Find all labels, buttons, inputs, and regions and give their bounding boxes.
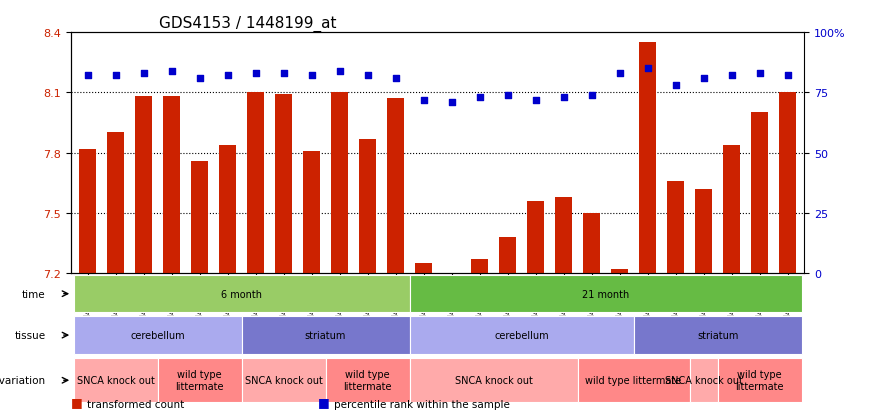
Text: time: time xyxy=(22,289,45,299)
Bar xyxy=(415,263,432,273)
Text: GDS4153 / 1448199_at: GDS4153 / 1448199_at xyxy=(159,16,336,32)
Text: SNCA knock out: SNCA knock out xyxy=(77,375,155,385)
Point xyxy=(80,73,95,80)
Text: genotype/variation: genotype/variation xyxy=(0,375,45,385)
FancyBboxPatch shape xyxy=(577,358,690,402)
FancyBboxPatch shape xyxy=(718,358,802,402)
Text: 6 month: 6 month xyxy=(221,289,262,299)
Text: wild type littermate: wild type littermate xyxy=(585,375,682,385)
Bar xyxy=(387,99,404,273)
Point xyxy=(332,68,347,75)
Bar xyxy=(583,213,600,273)
Point xyxy=(641,66,655,72)
FancyBboxPatch shape xyxy=(409,358,577,402)
FancyBboxPatch shape xyxy=(73,275,409,313)
Point xyxy=(164,68,179,75)
Bar xyxy=(359,139,376,273)
Point xyxy=(557,95,571,101)
Bar xyxy=(779,93,796,273)
Point xyxy=(613,71,627,77)
Point xyxy=(697,76,711,82)
Point xyxy=(109,73,123,80)
Point xyxy=(584,92,598,99)
Bar xyxy=(639,43,656,273)
Bar xyxy=(751,113,768,273)
Bar xyxy=(667,181,684,273)
Bar xyxy=(80,149,96,273)
FancyBboxPatch shape xyxy=(634,317,802,354)
Text: SNCA knock out: SNCA knock out xyxy=(245,375,323,385)
Point xyxy=(361,73,375,80)
Text: ■: ■ xyxy=(318,395,330,408)
Text: ■: ■ xyxy=(71,395,82,408)
Point xyxy=(781,73,795,80)
Bar xyxy=(164,97,180,273)
Point xyxy=(416,97,431,104)
FancyBboxPatch shape xyxy=(73,358,157,402)
Bar xyxy=(135,97,152,273)
Text: tissue: tissue xyxy=(14,330,45,340)
Text: SNCA knock out: SNCA knock out xyxy=(665,375,743,385)
FancyBboxPatch shape xyxy=(73,317,241,354)
Text: cerebellum: cerebellum xyxy=(494,330,549,340)
Text: wild type
littermate: wild type littermate xyxy=(175,370,224,391)
Bar xyxy=(303,151,320,273)
Point xyxy=(277,71,291,77)
Point xyxy=(248,71,263,77)
Point xyxy=(752,71,766,77)
FancyBboxPatch shape xyxy=(241,358,325,402)
FancyBboxPatch shape xyxy=(325,358,409,402)
Bar xyxy=(332,93,348,273)
FancyBboxPatch shape xyxy=(157,358,241,402)
FancyBboxPatch shape xyxy=(241,317,409,354)
Point xyxy=(445,100,459,106)
Bar xyxy=(723,145,740,273)
Point xyxy=(220,73,234,80)
Bar xyxy=(611,269,628,273)
Bar xyxy=(471,259,488,273)
Point xyxy=(529,97,543,104)
Text: wild type
littermate: wild type littermate xyxy=(343,370,392,391)
Text: percentile rank within the sample: percentile rank within the sample xyxy=(334,399,510,409)
FancyBboxPatch shape xyxy=(409,275,802,313)
Text: striatum: striatum xyxy=(697,330,738,340)
Point xyxy=(136,71,150,77)
Text: 21 month: 21 month xyxy=(582,289,629,299)
Bar xyxy=(191,161,208,273)
Point xyxy=(304,73,318,80)
Bar xyxy=(219,145,236,273)
FancyBboxPatch shape xyxy=(409,317,634,354)
Text: striatum: striatum xyxy=(305,330,347,340)
Bar xyxy=(499,237,516,273)
Bar xyxy=(275,95,292,273)
Point xyxy=(500,92,514,99)
Text: SNCA knock out: SNCA knock out xyxy=(454,375,532,385)
Text: wild type
littermate: wild type littermate xyxy=(735,370,784,391)
Point xyxy=(725,73,739,80)
Point xyxy=(388,76,402,82)
Bar xyxy=(248,93,264,273)
Bar xyxy=(527,201,544,273)
Text: cerebellum: cerebellum xyxy=(130,330,185,340)
Point xyxy=(473,95,487,101)
FancyBboxPatch shape xyxy=(690,358,718,402)
Point xyxy=(193,76,207,82)
Bar xyxy=(695,189,712,273)
Point xyxy=(668,83,682,89)
Text: transformed count: transformed count xyxy=(87,399,184,409)
Bar xyxy=(555,197,572,273)
Bar xyxy=(107,133,124,273)
